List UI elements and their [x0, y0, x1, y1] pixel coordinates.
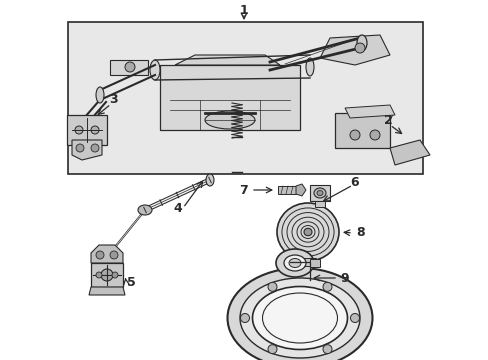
Ellipse shape — [284, 255, 305, 271]
Bar — [334, 113, 389, 148]
Ellipse shape — [227, 268, 372, 360]
Circle shape — [75, 126, 83, 134]
Polygon shape — [175, 55, 280, 65]
Polygon shape — [345, 105, 394, 118]
Circle shape — [110, 251, 118, 259]
Text: 8: 8 — [355, 226, 364, 239]
Circle shape — [76, 144, 84, 152]
Ellipse shape — [252, 287, 347, 350]
Circle shape — [240, 314, 249, 323]
Ellipse shape — [150, 60, 160, 80]
Ellipse shape — [356, 35, 366, 51]
FancyArrowPatch shape — [386, 114, 392, 147]
Circle shape — [96, 251, 104, 259]
Ellipse shape — [275, 249, 313, 277]
Circle shape — [267, 282, 276, 291]
Bar — [278, 186, 295, 194]
Polygon shape — [319, 35, 389, 65]
Bar — [309, 185, 329, 201]
Circle shape — [112, 272, 118, 278]
Text: 7: 7 — [239, 184, 247, 197]
Ellipse shape — [240, 278, 359, 358]
Polygon shape — [91, 245, 123, 263]
Ellipse shape — [205, 174, 214, 186]
Ellipse shape — [276, 203, 338, 261]
Ellipse shape — [304, 228, 311, 236]
Bar — [299, 258, 315, 266]
Text: 5: 5 — [126, 275, 135, 288]
Bar — [160, 65, 299, 130]
Ellipse shape — [138, 205, 152, 215]
Text: 1: 1 — [239, 4, 248, 17]
Text: 9: 9 — [339, 271, 348, 284]
Ellipse shape — [204, 111, 254, 129]
Circle shape — [349, 130, 359, 140]
Circle shape — [96, 272, 102, 278]
Text: 4: 4 — [173, 202, 182, 215]
Polygon shape — [89, 287, 125, 295]
Circle shape — [91, 144, 99, 152]
Bar — [67, 115, 107, 145]
Bar — [309, 259, 319, 267]
Polygon shape — [295, 184, 305, 196]
Bar — [68, 22, 422, 174]
Text: 2: 2 — [383, 113, 391, 126]
Polygon shape — [72, 140, 102, 160]
Ellipse shape — [313, 188, 325, 198]
Bar — [91, 263, 123, 287]
Circle shape — [91, 126, 99, 134]
Circle shape — [323, 282, 331, 291]
Circle shape — [354, 43, 364, 53]
Circle shape — [369, 130, 379, 140]
Ellipse shape — [288, 258, 301, 267]
Text: 3: 3 — [108, 93, 117, 105]
Ellipse shape — [305, 58, 313, 76]
Circle shape — [267, 345, 276, 354]
Polygon shape — [389, 140, 429, 165]
Ellipse shape — [96, 87, 104, 103]
Bar — [314, 201, 325, 207]
Circle shape — [323, 345, 331, 354]
Polygon shape — [110, 60, 148, 75]
Ellipse shape — [316, 190, 323, 195]
Circle shape — [350, 314, 359, 323]
Circle shape — [101, 269, 113, 281]
Text: 6: 6 — [350, 176, 359, 189]
Circle shape — [125, 62, 135, 72]
